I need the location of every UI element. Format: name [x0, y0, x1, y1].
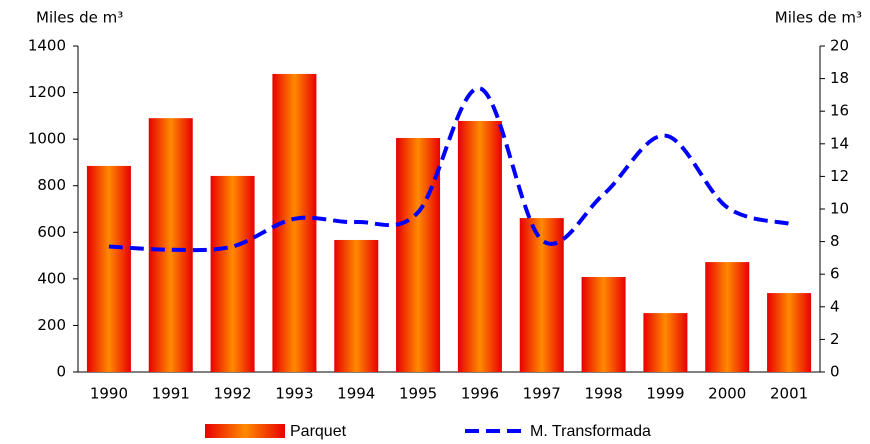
y-tick-label: 600	[37, 223, 66, 241]
x-tick-label: 1993	[275, 385, 313, 403]
y-tick-label: 1000	[28, 130, 66, 148]
bar	[86, 165, 131, 372]
legend-label: M. Transformada	[530, 423, 651, 440]
line	[108, 86, 790, 253]
bar	[581, 276, 626, 372]
y2-tick-label: 16	[830, 102, 849, 120]
y2-tick-label: 6	[830, 265, 840, 283]
y-axis-title: Miles de m³	[36, 9, 123, 27]
y-tick-label: 0	[56, 363, 66, 381]
x-tick-label: 1992	[213, 385, 251, 403]
x-tick-label: 1998	[584, 385, 622, 403]
legend-label: Parquet	[290, 423, 347, 440]
y2-tick-label: 8	[830, 232, 840, 250]
y-tick-label: 800	[37, 176, 66, 194]
y-tick-label: 400	[37, 269, 66, 287]
x-tick-label: 1991	[152, 385, 190, 403]
x-tick-label: 1994	[337, 385, 375, 403]
x-tick-label: 2001	[770, 385, 808, 403]
x-tick-label: 1996	[461, 385, 499, 403]
x-tick-label: 1997	[523, 385, 561, 403]
bar	[519, 218, 564, 372]
x-tick-label: 2000	[708, 385, 746, 403]
y2-tick-label: 2	[830, 330, 840, 348]
bar	[643, 313, 688, 372]
y-tick-label: 200	[37, 316, 66, 334]
bar	[334, 239, 379, 372]
y2-tick-label: 18	[830, 69, 849, 87]
y2-tick-label: 20	[830, 37, 849, 55]
bar	[767, 293, 812, 372]
y2-tick-label: 14	[830, 134, 849, 152]
y2-tick-label: 4	[830, 297, 840, 315]
y-tick-label: 1200	[28, 83, 66, 101]
x-tick-label: 1990	[90, 385, 128, 403]
y2-axis-title: Miles de m³	[775, 9, 862, 27]
y-tick-label: 1400	[28, 37, 66, 55]
bar	[457, 120, 502, 372]
legend-swatch	[205, 424, 285, 438]
y2-tick-label: 12	[830, 167, 849, 185]
bar	[705, 262, 750, 372]
y2-tick-label: 0	[830, 363, 840, 381]
x-tick-label: 1999	[646, 385, 684, 403]
bar	[148, 118, 193, 372]
x-tick-label: 1995	[399, 385, 437, 403]
bar	[396, 137, 441, 372]
bar	[210, 175, 255, 372]
y2-tick-label: 10	[830, 200, 849, 218]
